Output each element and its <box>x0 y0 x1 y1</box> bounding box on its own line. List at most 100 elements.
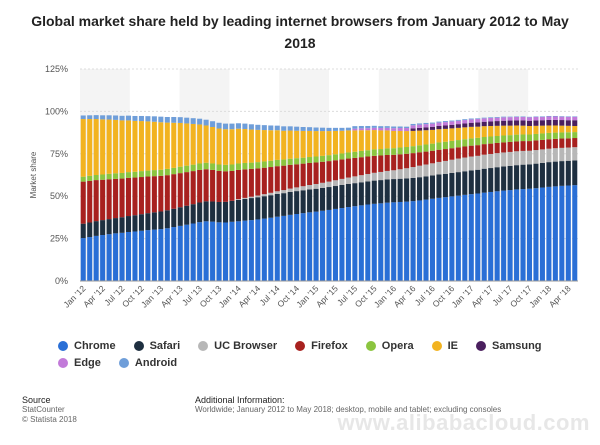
bar-segment <box>229 200 235 222</box>
bar-segment <box>352 176 358 184</box>
bar-segment <box>197 163 203 170</box>
bar-segment <box>268 195 274 218</box>
bar-segment <box>449 159 455 173</box>
bar-segment <box>210 121 216 128</box>
bar-segment <box>559 116 565 117</box>
bar-segment <box>177 207 183 226</box>
bar-segment <box>339 159 345 179</box>
bar-segment <box>171 116 177 123</box>
bar-segment <box>294 191 300 215</box>
bar-segment <box>261 196 267 219</box>
bar-segment <box>384 154 390 171</box>
legend-label: Opera <box>381 340 414 352</box>
bar-segment <box>565 138 571 148</box>
legend-item[interactable]: Samsung <box>476 340 542 352</box>
bar-segment <box>546 186 552 281</box>
bar-segment <box>242 220 248 281</box>
bar-segment <box>552 161 558 187</box>
bar-segment <box>87 237 93 281</box>
bar-segment <box>410 177 416 202</box>
legend-item[interactable]: UC Browser <box>198 340 277 352</box>
bar-segment <box>526 117 533 121</box>
bar-segment <box>436 129 442 143</box>
legend-item[interactable]: Safari <box>133 340 180 352</box>
bar-segment <box>533 116 539 117</box>
bar-segment <box>261 125 267 131</box>
legend-item[interactable]: IE <box>431 340 458 352</box>
bar-segment <box>268 130 274 161</box>
bar-segment <box>514 116 520 121</box>
bar-segment <box>332 154 338 161</box>
legend-item[interactable]: Android <box>118 357 178 369</box>
y-tick-label: 0% <box>55 276 68 286</box>
bar-segment <box>365 128 371 131</box>
bar-segment <box>449 124 455 129</box>
bar-segment <box>507 117 513 121</box>
bar-segment <box>520 150 526 165</box>
bar-segment <box>164 168 170 176</box>
bar-segment <box>138 115 144 122</box>
bar-segment <box>106 234 112 281</box>
bar-segment <box>106 173 112 180</box>
bar-segment <box>565 125 571 133</box>
x-tick-label: Apr '17 <box>469 283 495 309</box>
bar-segment <box>320 182 326 188</box>
bar-segment <box>520 125 526 135</box>
legend-item[interactable]: Opera <box>365 340 414 352</box>
bar-segment <box>494 135 500 143</box>
bar-segment <box>404 153 410 169</box>
bar-segment <box>125 216 132 232</box>
bar-segment <box>442 149 448 161</box>
legend-item[interactable]: Chrome <box>58 340 116 352</box>
bar-segment <box>229 170 235 201</box>
bar-segment <box>371 203 377 281</box>
bar-segment <box>371 172 377 181</box>
legend-item[interactable]: Firefox <box>295 340 348 352</box>
bar-segment <box>352 151 358 158</box>
bar-segment <box>326 209 332 281</box>
bar-segment <box>332 130 338 155</box>
legend-swatch <box>58 341 68 351</box>
bar-segment <box>339 185 345 209</box>
bar-segment <box>80 223 86 239</box>
bar-segment <box>423 124 429 128</box>
bar-segment <box>488 117 494 119</box>
bar-segment <box>235 199 241 200</box>
bar-segment <box>436 161 442 175</box>
bar-segment <box>391 126 397 129</box>
bar-segment <box>307 130 313 158</box>
bar-segment <box>294 187 300 192</box>
bar-segment <box>507 116 513 118</box>
bar-segment <box>475 155 481 170</box>
bar-segment <box>552 186 558 281</box>
bar-segment <box>138 171 144 178</box>
bar-segment <box>177 166 183 174</box>
bar-segment <box>248 220 254 281</box>
bar-segment <box>158 122 164 170</box>
bar-segment <box>391 130 397 149</box>
bar-segment <box>449 140 455 149</box>
bar-segment <box>378 180 384 204</box>
bar-segment <box>255 195 261 198</box>
bar-segment <box>352 206 358 281</box>
bar-segment <box>313 127 319 132</box>
bar-segment <box>171 227 177 281</box>
bar-segment <box>113 178 119 219</box>
bar-segment <box>539 139 545 150</box>
bar-segment <box>371 127 377 131</box>
bar-segment <box>384 130 390 149</box>
bar-segment <box>546 115 552 117</box>
bar-segment <box>294 126 300 131</box>
bar-segment <box>559 116 565 121</box>
bar-segment <box>197 222 203 281</box>
y-tick-label: 25% <box>50 234 68 244</box>
bar-segment <box>468 119 474 123</box>
legend-item[interactable]: Edge <box>58 357 101 369</box>
bar-segment <box>436 125 442 130</box>
legend-label: Android <box>134 357 178 369</box>
bar-segment <box>442 122 448 126</box>
bar-segment <box>274 130 280 160</box>
additional-info-heading: Additional Information: <box>195 395 285 405</box>
bar-segment <box>423 130 429 145</box>
bar-segment <box>352 126 358 129</box>
